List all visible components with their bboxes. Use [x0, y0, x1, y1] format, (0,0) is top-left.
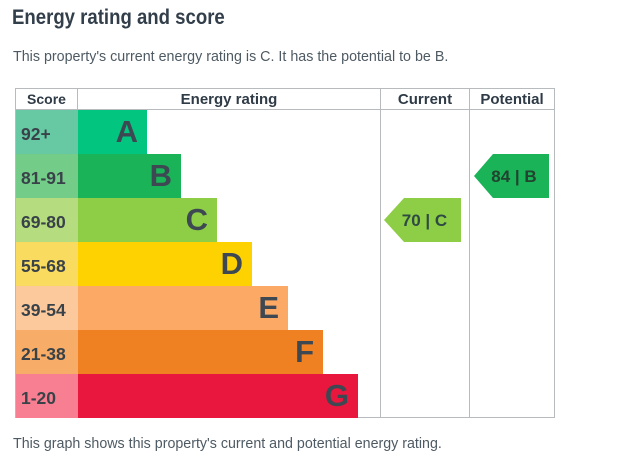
svg-text:70 | C: 70 | C — [402, 211, 447, 230]
svg-text:84 | B: 84 | B — [491, 167, 536, 186]
